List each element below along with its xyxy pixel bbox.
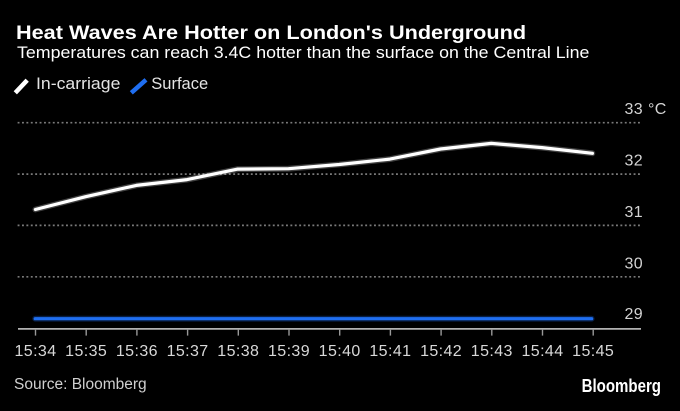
svg-text:15:35: 15:35 xyxy=(65,343,107,360)
svg-text:32: 32 xyxy=(625,153,644,170)
svg-text:15:40: 15:40 xyxy=(319,343,361,360)
svg-text:15:39: 15:39 xyxy=(268,343,310,360)
svg-text:15:45: 15:45 xyxy=(572,343,614,360)
svg-text:33 °C: 33 °C xyxy=(625,101,667,118)
svg-text:15:37: 15:37 xyxy=(167,343,209,360)
svg-text:15:44: 15:44 xyxy=(521,343,563,360)
svg-text:15:34: 15:34 xyxy=(14,343,56,360)
svg-text:15:41: 15:41 xyxy=(369,343,411,360)
svg-text:29: 29 xyxy=(625,306,644,323)
svg-text:31: 31 xyxy=(625,204,644,221)
svg-text:15:38: 15:38 xyxy=(217,343,259,360)
svg-text:15:42: 15:42 xyxy=(420,343,462,360)
svg-text:15:43: 15:43 xyxy=(471,343,513,360)
svg-text:15:36: 15:36 xyxy=(116,343,158,360)
svg-text:30: 30 xyxy=(625,255,644,272)
